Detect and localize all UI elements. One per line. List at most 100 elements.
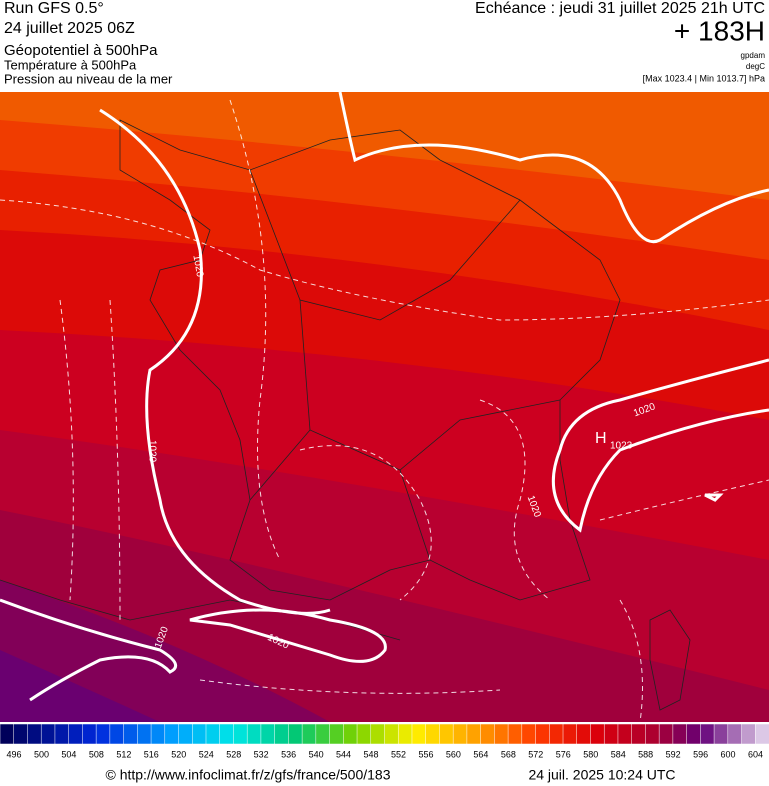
colorbar-label: 532	[254, 749, 269, 759]
echeance: Echéance : jeudi 31 juillet 2025 21h UTC	[475, 0, 765, 17]
colorbar-swatch	[82, 723, 97, 745]
contour-label: 1020	[146, 440, 157, 463]
colorbar-swatch	[576, 723, 592, 745]
colorbar-swatch	[425, 723, 441, 745]
colorbar-swatch	[40, 723, 56, 745]
colorbar-swatch	[466, 723, 482, 745]
colorbar-label: 520	[171, 749, 186, 759]
colorbar-swatch	[68, 723, 84, 745]
colorbar-label: 568	[501, 749, 516, 759]
run-date: 24 juillet 2025 06Z	[4, 20, 135, 37]
colorbar-swatch	[672, 723, 688, 745]
colorbar-label: 576	[556, 749, 571, 759]
colorbar-swatch	[549, 723, 564, 745]
lead-time: + 183H	[674, 15, 765, 46]
colorbar-swatch	[713, 723, 729, 745]
colorbar: 496 500 504 508 512 516 520 524 528 532 536 540 544 5…	[0, 723, 769, 759]
colorbar-swatch	[95, 723, 111, 745]
colorbar-swatch	[301, 723, 317, 745]
colorbar-label: 572	[528, 749, 543, 759]
colorbar-swatch	[727, 723, 743, 745]
colorbar-swatch	[137, 723, 152, 745]
colorbar-swatch	[452, 723, 468, 745]
colorbar-label: 584	[611, 749, 626, 759]
colorbar-label: 596	[693, 749, 708, 759]
colorbar-swatch	[329, 723, 345, 745]
field-band	[0, 650, 160, 722]
colorbar-label: 548	[364, 749, 379, 759]
colorbar-label: 516	[144, 749, 159, 759]
colorbar-swatch	[590, 723, 605, 745]
colorbar-swatch	[755, 723, 769, 745]
colorbar-swatch	[205, 723, 221, 745]
colorbar-swatch	[54, 723, 70, 745]
colorbar-swatch	[370, 723, 386, 745]
colorbar-swatch	[507, 723, 523, 745]
colorbar-swatch	[356, 723, 372, 745]
field-title: Pression au niveau de la mer	[4, 71, 173, 86]
high-value: 1023	[610, 441, 633, 452]
colorbar-label: 504	[61, 749, 76, 759]
colorbar-label: 500	[34, 749, 49, 759]
colorbar-swatch	[617, 723, 633, 745]
timestamp: 24 juil. 2025 10:24 UTC	[528, 767, 675, 783]
colorbar-swatch	[631, 723, 647, 745]
colorbar-swatch	[150, 723, 166, 745]
colorbar-swatch	[700, 723, 715, 745]
colorbar-swatch	[192, 723, 207, 745]
colorbar-swatch	[27, 723, 42, 745]
colorbar-swatch	[274, 723, 290, 745]
colorbar-swatch	[343, 723, 358, 745]
colorbar-swatch	[178, 723, 193, 745]
colorbar-swatch	[123, 723, 139, 745]
run-title: Run GFS 0.5°	[4, 0, 104, 17]
colorbar-label: 540	[309, 749, 324, 759]
colorbar-swatch	[13, 723, 29, 745]
colorbar-swatch	[521, 723, 537, 745]
colorbar-label: 588	[638, 749, 653, 759]
colorbar-label: 528	[226, 749, 241, 759]
colorbar-swatch	[535, 723, 551, 745]
colorbar-swatch	[219, 723, 235, 745]
colorbar-swatch	[686, 723, 702, 745]
colorbar-swatch	[480, 723, 496, 745]
colorbar-swatch	[741, 723, 757, 745]
colorbar-label: 600	[721, 749, 736, 759]
colorbar-label: 496	[6, 749, 21, 759]
borders	[0, 119, 691, 711]
colorbar-label: 580	[583, 749, 598, 759]
colorbar-label: 552	[391, 749, 406, 759]
colorbar-swatch	[384, 723, 399, 745]
colorbar-swatch	[494, 723, 509, 745]
unit: gpdam	[741, 51, 766, 60]
colorbar-label: 536	[281, 749, 296, 759]
colorbar-swatch	[0, 723, 15, 745]
high-marker: H	[595, 430, 607, 447]
colorbar-label: 524	[199, 749, 214, 759]
colorbar-swatch	[164, 723, 180, 745]
colorbar-swatch	[658, 723, 674, 745]
colorbar-swatch	[233, 723, 248, 745]
colorbar-swatch	[411, 723, 427, 745]
colorbar-label: 508	[89, 749, 104, 759]
source-url: © http://www.infoclimat.fr/z/gfs/france/…	[106, 767, 391, 783]
colorbar-label: 512	[116, 749, 131, 759]
colorbar-swatch	[109, 723, 125, 745]
colorbar-label: 560	[446, 749, 461, 759]
isobars	[0, 92, 769, 702]
unit: degC	[746, 62, 765, 71]
colorbar-label: 604	[748, 749, 763, 759]
colorbar-swatch	[603, 723, 619, 745]
colorbar-swatch	[439, 723, 454, 745]
field-title: Géopotentiel à 500hPa	[4, 42, 158, 59]
contour-label: 1020	[190, 254, 205, 278]
colorbar-swatch	[246, 723, 262, 745]
isotherms	[0, 99, 769, 722]
pressure-range: [Max 1023.4 | Min 1013.7] hPa	[643, 73, 765, 83]
colorbar-label: 544	[336, 749, 351, 759]
field-band	[0, 580, 330, 722]
colorbar-swatch	[315, 723, 331, 745]
colorbar-label: 556	[418, 749, 433, 759]
field-title: Température à 500hPa	[4, 57, 137, 72]
colorbar-label: 564	[473, 749, 488, 759]
